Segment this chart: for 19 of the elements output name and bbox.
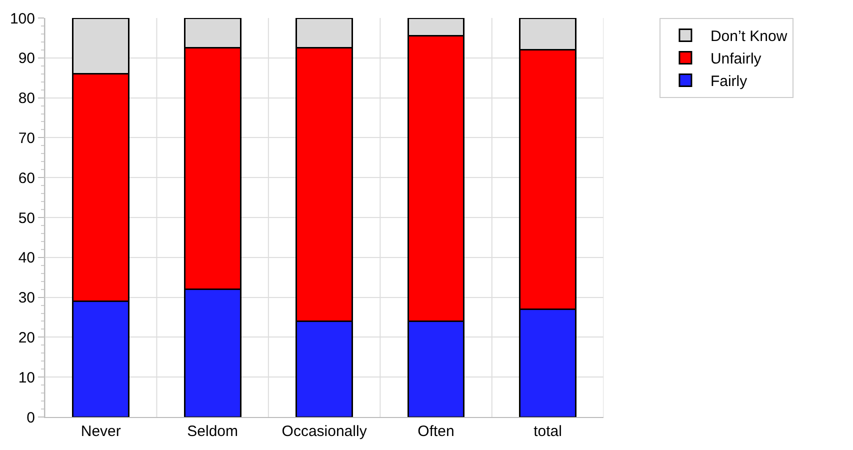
y-tick-label: 0 [26, 409, 35, 426]
x-tick-label: Seldom [187, 423, 238, 440]
x-tick-label: total [534, 423, 562, 440]
x-tick-label: Never [80, 423, 121, 440]
y-tick-label: 100 [10, 10, 35, 28]
y-tick-label: 10 [18, 369, 35, 386]
legend-label: Unfairly [710, 50, 762, 68]
legend-label: Fairly [710, 73, 748, 90]
y-tick-label: 40 [18, 250, 35, 267]
y-tick-label: 50 [18, 210, 35, 227]
y-tick-label: 60 [18, 170, 35, 187]
x-tick-label: Occasionally [282, 423, 368, 440]
y-tick-label: 80 [18, 90, 35, 108]
x-tick-label: Often [418, 423, 454, 440]
y-tick-label: 30 [18, 290, 35, 307]
y-tick-label: 70 [18, 130, 35, 147]
y-tick-label: 90 [18, 50, 35, 68]
y-tick-label: 20 [18, 329, 35, 346]
legend-label: Don’t Know [710, 28, 788, 46]
